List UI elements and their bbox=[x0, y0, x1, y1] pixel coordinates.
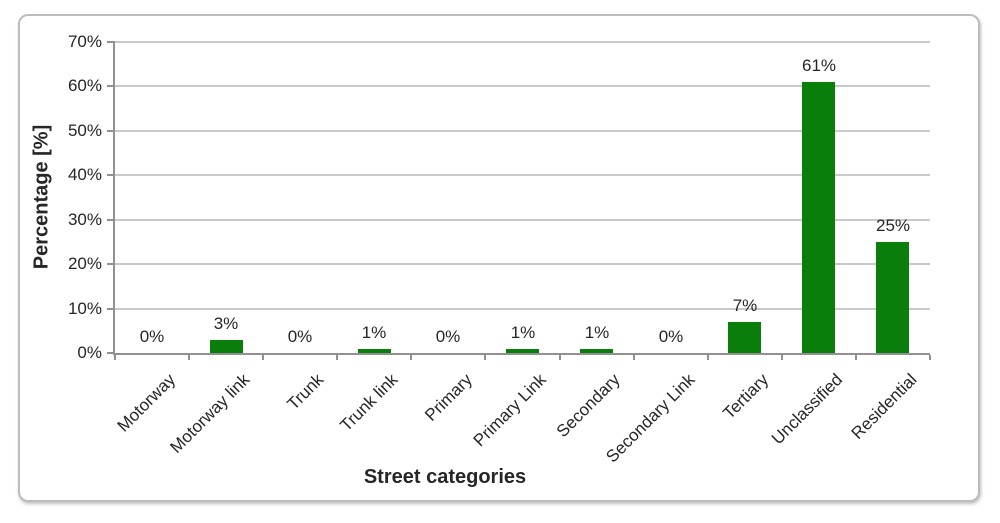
category-label: Unclassified bbox=[768, 370, 847, 449]
bar bbox=[876, 242, 909, 353]
x-axis-title: Street categories bbox=[363, 466, 527, 488]
gridline bbox=[115, 41, 930, 43]
y-tick-label: 30% bbox=[67, 209, 102, 229]
gridline bbox=[115, 263, 930, 266]
plot-area: 0% 10% 20% 30% 40% 50% 60% 70% 0% Motorway 3% Motor… bbox=[20, 16, 978, 500]
bar-value-label: 7% bbox=[732, 296, 758, 315]
y-tick-label: 20% bbox=[67, 254, 102, 274]
y-tick-mark bbox=[107, 218, 115, 221]
y-tick-mark bbox=[107, 174, 115, 177]
y-tick-mark bbox=[107, 263, 115, 266]
bar bbox=[728, 322, 761, 353]
y-tick-label: 70% bbox=[67, 32, 102, 51]
category-label: Trunk bbox=[283, 370, 328, 414]
x-tick-mark bbox=[707, 355, 709, 360]
y-tick-mark bbox=[107, 85, 115, 88]
category-label: Residential bbox=[847, 370, 921, 443]
gridline bbox=[115, 129, 930, 132]
bar-value-label: 0% bbox=[287, 327, 313, 346]
category-label: Motorway bbox=[113, 370, 180, 436]
x-tick-mark bbox=[855, 355, 857, 360]
y-tick-mark bbox=[107, 352, 115, 354]
bar-value-label: 0% bbox=[139, 327, 165, 346]
bar bbox=[358, 349, 391, 353]
x-tick-mark bbox=[410, 355, 412, 360]
y-tick-label: 60% bbox=[67, 76, 102, 96]
y-tick-label: 0% bbox=[77, 343, 102, 362]
x-tick-mark bbox=[559, 355, 561, 360]
gridline bbox=[115, 85, 930, 88]
bar-value-label: 61% bbox=[801, 56, 837, 75]
category-label: Secondary bbox=[553, 370, 625, 441]
bar-value-label: 1% bbox=[510, 323, 536, 342]
x-tick-mark bbox=[484, 355, 486, 360]
x-tick-mark bbox=[336, 355, 338, 360]
category-label: Trunk link bbox=[336, 370, 402, 436]
chart-figure: Percentage [%] Street categories 0% 10% 20… bbox=[18, 14, 980, 502]
x-tick-mark bbox=[929, 355, 931, 360]
y-tick-mark bbox=[107, 41, 115, 43]
bar-value-label: 25% bbox=[875, 216, 911, 235]
bar-value-label: 3% bbox=[213, 314, 239, 333]
x-tick-mark bbox=[633, 355, 635, 360]
bar-value-label: 1% bbox=[584, 323, 610, 342]
x-tick-mark bbox=[781, 355, 783, 360]
bar-value-label: 1% bbox=[361, 323, 387, 342]
bar bbox=[210, 340, 243, 353]
category-label: Primary Link bbox=[469, 370, 550, 451]
y-axis-line bbox=[113, 41, 115, 355]
bar-value-label: 0% bbox=[658, 327, 684, 346]
x-tick-mark bbox=[114, 355, 116, 360]
y-tick-mark bbox=[107, 129, 115, 132]
bar bbox=[506, 349, 539, 353]
gridline bbox=[115, 174, 930, 177]
y-tick-mark bbox=[107, 307, 115, 310]
bar-value-label: 0% bbox=[435, 327, 461, 346]
category-label: Primary bbox=[421, 370, 476, 425]
gridline bbox=[115, 218, 930, 221]
bar bbox=[580, 349, 613, 353]
category-label: Tertiary bbox=[719, 370, 773, 423]
x-tick-mark bbox=[188, 355, 190, 360]
y-tick-label: 40% bbox=[67, 165, 102, 185]
y-tick-label: 50% bbox=[67, 120, 102, 140]
gridline bbox=[115, 307, 930, 310]
x-tick-mark bbox=[262, 355, 264, 360]
y-tick-label: 10% bbox=[67, 298, 102, 318]
bar bbox=[802, 82, 835, 353]
x-axis-line bbox=[113, 353, 930, 355]
